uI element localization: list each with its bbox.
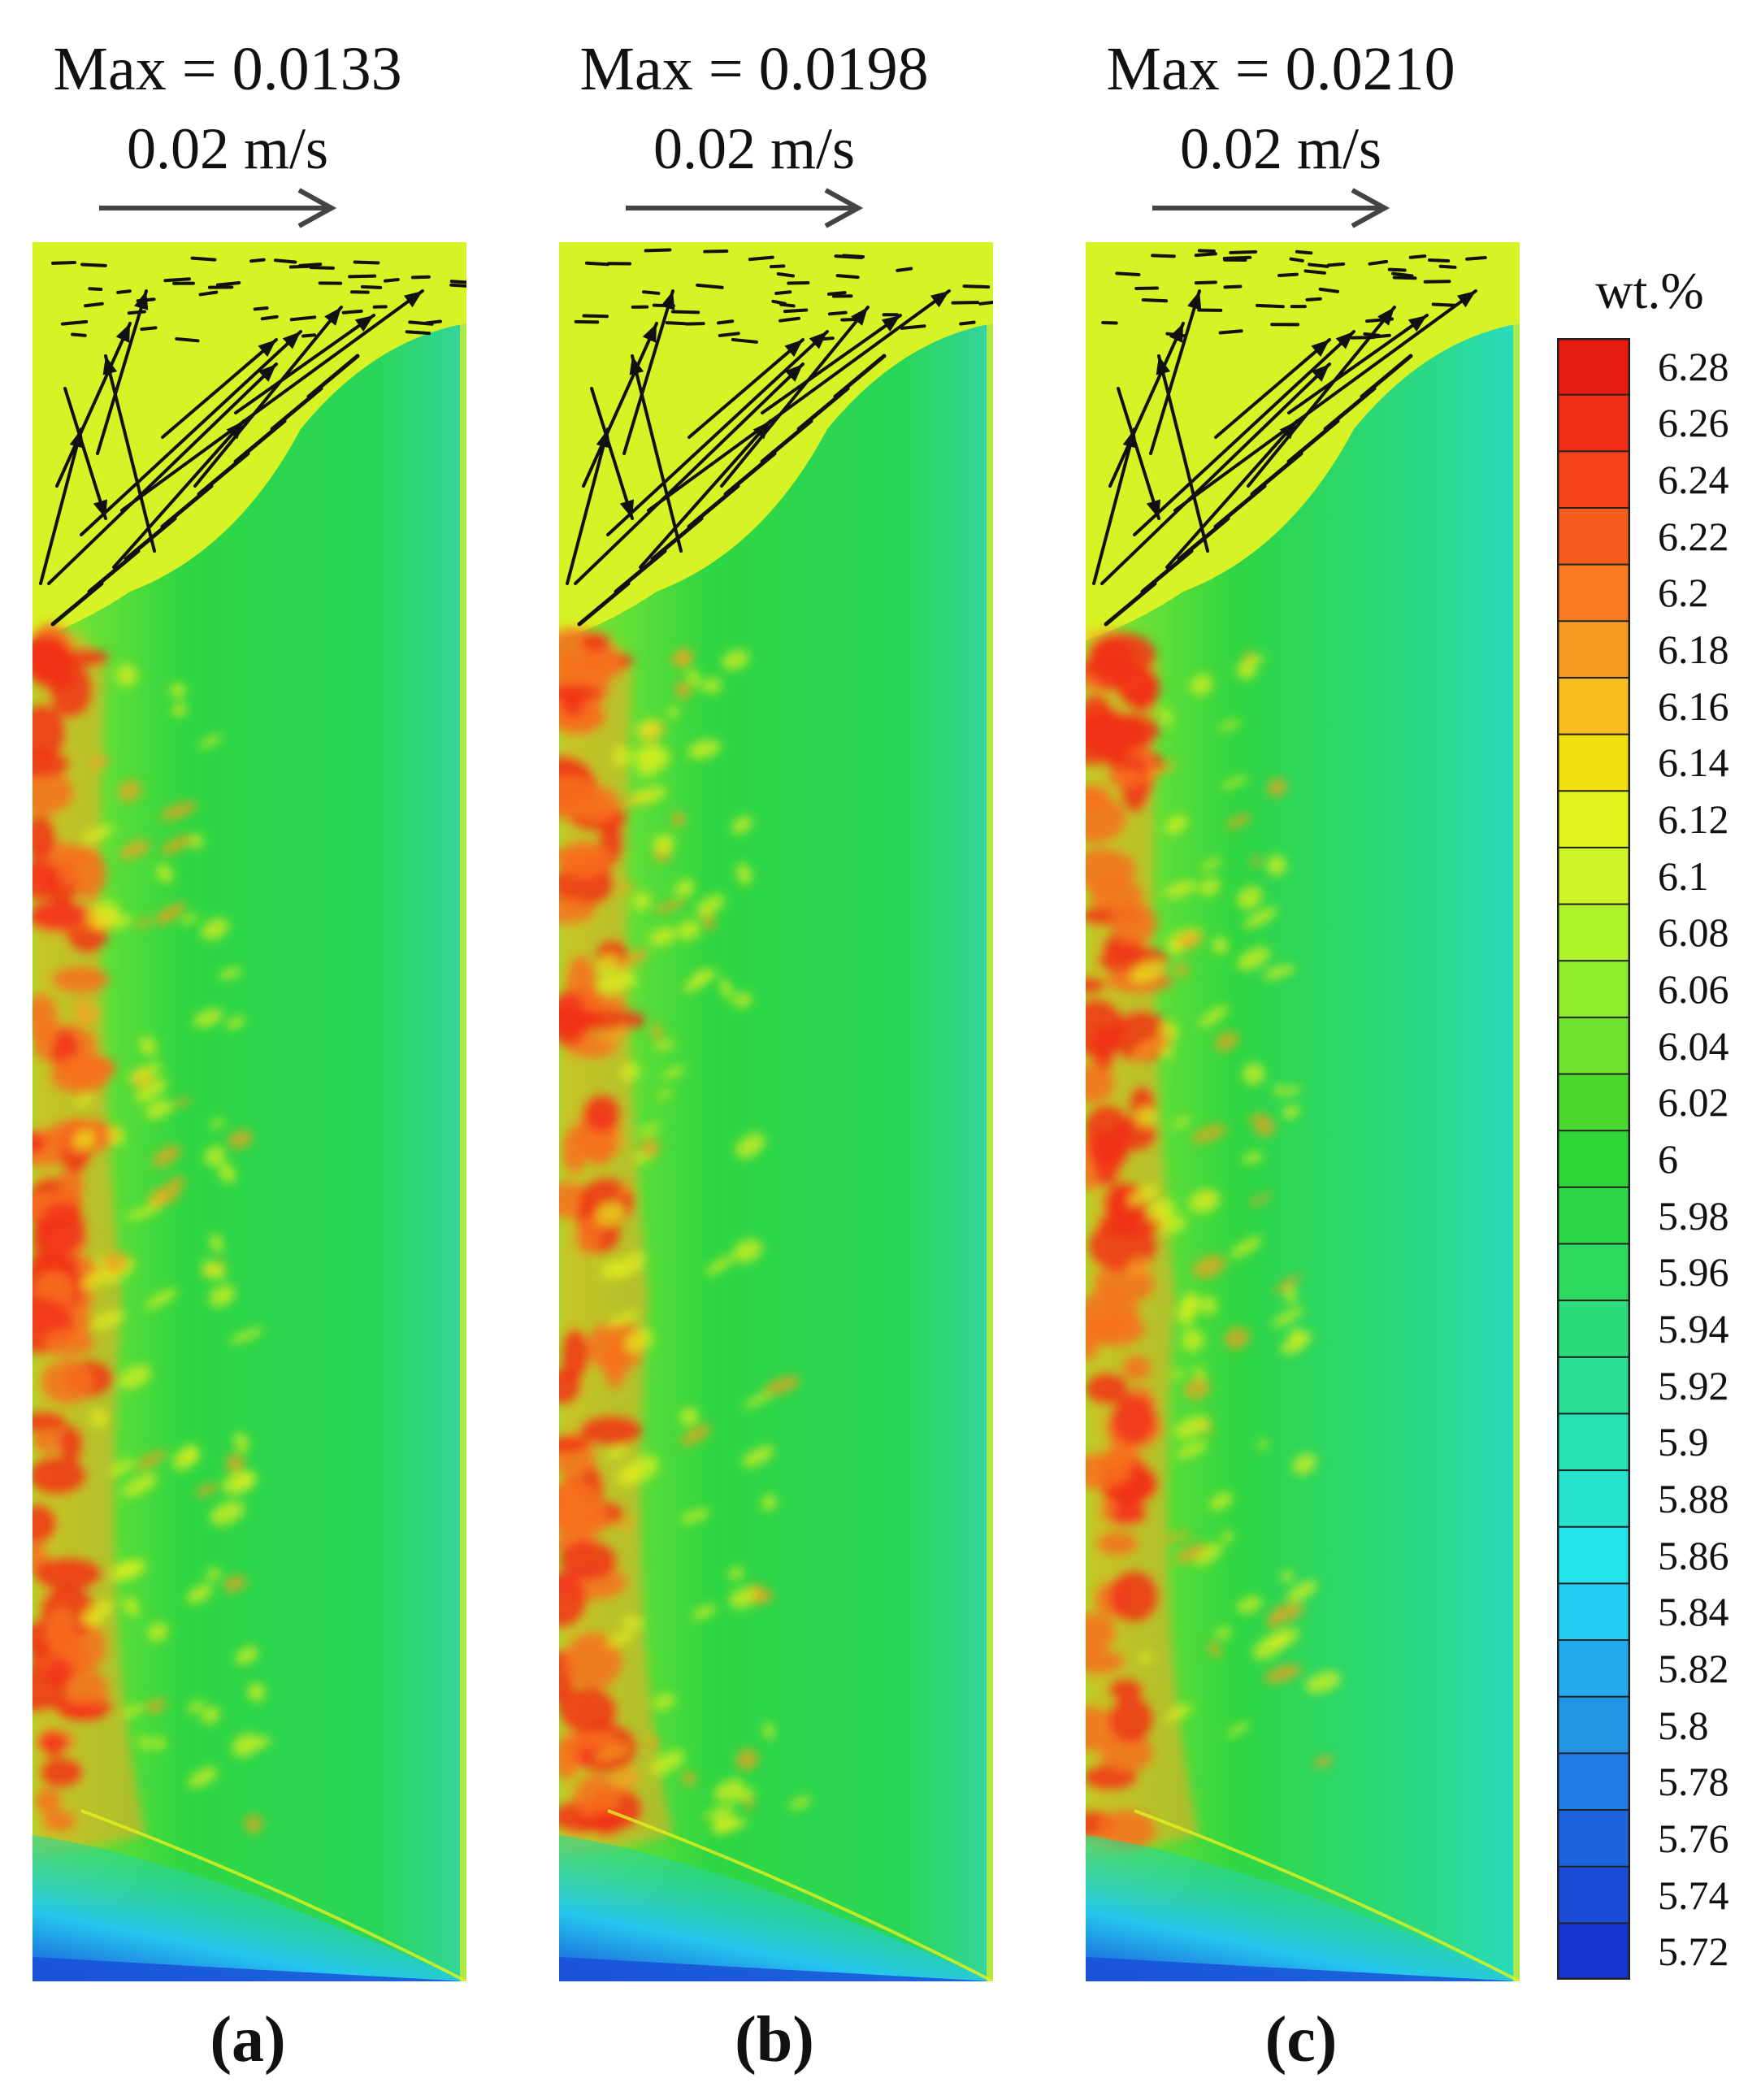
legend-title: wt.% [1595, 262, 1704, 319]
legend-tick-label: 6.24 [1658, 457, 1729, 503]
legend-labels: 6.28 6.26 6.24 6.22 6.2 6.18 6.16 6.14 6.12 6.1 6.… [1658, 338, 1761, 1980]
max-velocity-label: Max = 0.0133 [53, 35, 402, 103]
legend-swatch [1557, 563, 1630, 623]
legend-tick-label: 6.06 [1658, 966, 1729, 1013]
legend-tick-label: 6.14 [1658, 740, 1729, 786]
legend-tick-label: 5.9 [1658, 1419, 1709, 1465]
legend-swatch [1557, 1695, 1630, 1755]
legend-swatch [1557, 1809, 1630, 1868]
legend-swatch [1557, 1865, 1630, 1924]
legend-tick-label: 6.2 [1658, 570, 1709, 616]
panel-a: Max = 0.0133 0.02 m/s (a) [0, 0, 466, 2100]
legend-swatch [1557, 1016, 1630, 1076]
legend-tick-label: 6.04 [1658, 1022, 1729, 1069]
max-velocity-label: Max = 0.0210 [1106, 35, 1455, 103]
reference-velocity-label: 0.02 m/s [1179, 116, 1382, 181]
legend-tick-label: 5.72 [1658, 1929, 1729, 1975]
legend-tick-label: 5.84 [1658, 1589, 1729, 1635]
legend-swatch [1557, 1073, 1630, 1132]
panel-label: (a) [210, 2004, 286, 2076]
legend-tick-label: 5.94 [1658, 1305, 1729, 1352]
concentration-field [1086, 242, 1520, 1981]
legend-tick-label: 5.98 [1658, 1192, 1729, 1239]
legend-swatch [1557, 676, 1630, 736]
panel-b: Max = 0.0198 0.02 m/s (b) [527, 0, 993, 2100]
legend-swatch [1557, 450, 1630, 510]
legend-tick-label: 5.86 [1658, 1532, 1729, 1578]
reference-arrow-icon [626, 188, 864, 228]
legend-tick-label: 6.08 [1658, 909, 1729, 956]
legend-swatch [1557, 846, 1630, 906]
concentration-field [33, 242, 466, 1981]
legend-tick-label: 5.88 [1658, 1475, 1729, 1521]
legend-swatch [1557, 1752, 1630, 1811]
legend-swatch [1557, 733, 1630, 792]
legend-swatch [1557, 1356, 1630, 1415]
reference-velocity-label: 0.02 m/s [126, 116, 329, 181]
legend-tick-label: 6.1 [1658, 853, 1709, 899]
max-velocity-label: Max = 0.0198 [579, 35, 929, 103]
legend-swatch [1557, 338, 1630, 397]
panel-label: (b) [735, 2004, 814, 2076]
legend-swatch [1557, 960, 1630, 1019]
legend-tick-label: 5.92 [1658, 1362, 1729, 1408]
legend-tick-label: 6.26 [1658, 400, 1729, 446]
legend-tick-label: 6 [1658, 1136, 1678, 1182]
concentration-field [559, 242, 993, 1981]
reference-arrow-icon [1152, 188, 1390, 228]
legend-swatch [1557, 1412, 1630, 1472]
reference-velocity-label: 0.02 m/s [653, 116, 856, 181]
legend-swatch [1557, 1922, 1630, 1980]
legend-swatch [1557, 1469, 1630, 1529]
legend-swatch [1557, 903, 1630, 962]
legend-swatch [1557, 1525, 1630, 1585]
legend-swatch [1557, 1186, 1630, 1245]
legend-swatch [1557, 506, 1630, 566]
legend-tick-label: 6.02 [1658, 1079, 1729, 1126]
reference-arrow-icon [99, 188, 337, 228]
legend-tick-label: 5.78 [1658, 1759, 1729, 1805]
legend-tick-label: 6.22 [1658, 513, 1729, 559]
legend-tick-label: 6.18 [1658, 627, 1729, 673]
legend-tick-label: 5.74 [1658, 1872, 1729, 1918]
legend-swatch [1557, 1582, 1630, 1642]
legend-tick-label: 5.76 [1658, 1815, 1729, 1861]
legend-swatch [1557, 620, 1630, 679]
legend-swatch [1557, 1243, 1630, 1302]
legend-swatch [1557, 1639, 1630, 1699]
legend-tick-label: 6.12 [1658, 796, 1729, 843]
legend-tick-label: 5.8 [1658, 1702, 1709, 1748]
legend-swatch [1557, 393, 1630, 453]
legend-swatch [1557, 790, 1630, 849]
legend-tick-label: 6.28 [1658, 343, 1729, 389]
legend-swatch [1557, 1130, 1630, 1189]
legend-tick-label: 5.82 [1658, 1645, 1729, 1691]
legend-swatch [1557, 1299, 1630, 1359]
legend-tick-label: 5.96 [1658, 1249, 1729, 1295]
color-legend-bar [1557, 338, 1630, 1980]
panel-label: (c) [1264, 2004, 1338, 2076]
legend-tick-label: 6.16 [1658, 683, 1729, 729]
panel-c: Max = 0.0210 0.02 m/s (c) [1053, 0, 1520, 2100]
